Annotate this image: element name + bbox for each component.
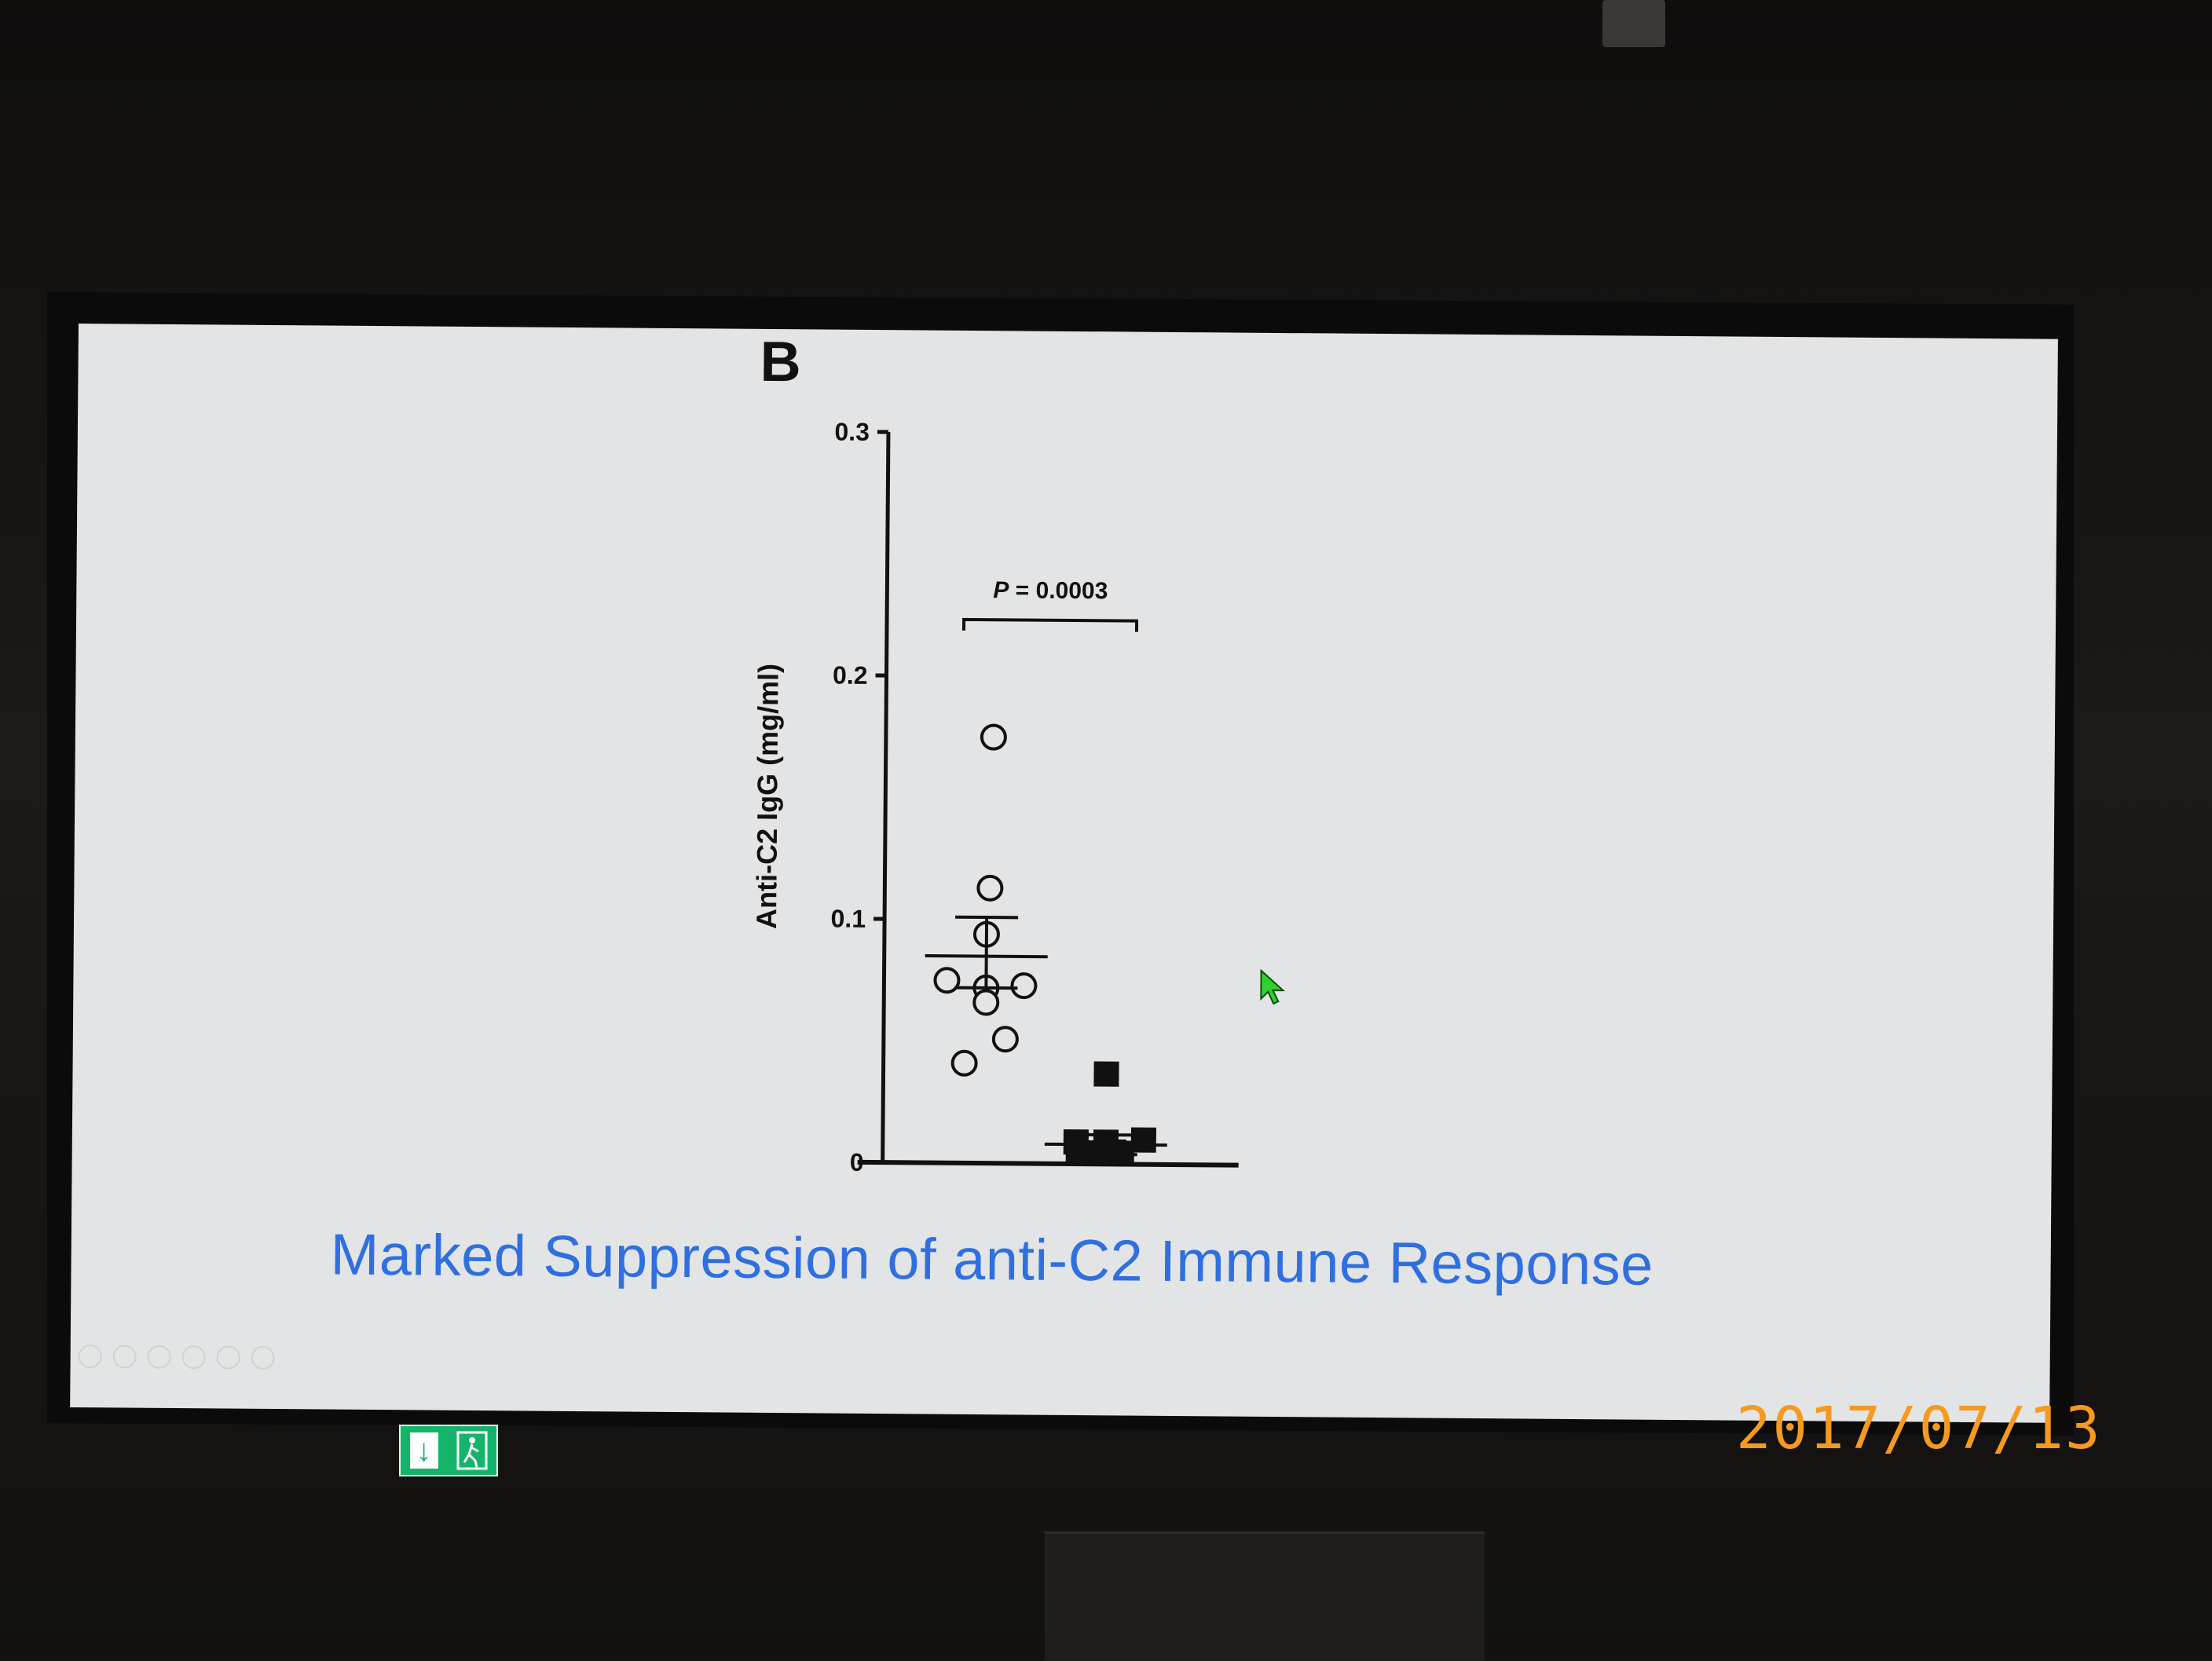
open-circle-point [1012,974,1035,997]
exit-person-icon [456,1431,488,1470]
p-value-text: = 0.0003 [1009,577,1108,604]
ceiling-light-fixture [1602,0,1665,47]
sem-bar [986,917,987,988]
sem-cap-lower [954,988,1017,989]
open-circle-point [978,876,1002,900]
filled-square-point [1093,1061,1119,1086]
sem-cap-upper [955,917,1018,918]
data-points [934,725,1159,1166]
next-slide-icon[interactable] [113,1345,137,1368]
open-circle-point [982,726,1005,749]
mouse-cursor-icon [1259,969,1286,1005]
presentation-toolbar[interactable] [79,1345,275,1370]
p-value-annotation: P = 0.0003 [993,577,1108,604]
open-circle-point [994,1027,1017,1051]
filled-square-point [1131,1128,1156,1153]
significance-bracket: P = 0.0003 [964,577,1137,632]
camera-date-stamp: 2017/07/13 [1736,1395,2102,1462]
panel-label: B [760,331,801,393]
y-axis-line [883,432,888,1162]
previous-slide-icon[interactable] [79,1345,102,1368]
sem-cap-lower [1075,1154,1137,1155]
p-symbol: P [993,577,1009,603]
open-circle-point [974,990,998,1014]
y-tick-label: 0 [850,1148,864,1176]
slides-grid-icon[interactable] [182,1345,206,1369]
emergency-exit-sign: ↓ [399,1425,498,1476]
more-options-icon[interactable] [251,1346,275,1370]
y-axis-label: Anti-C2 IgG (mg/ml) [750,664,785,929]
y-tick-label: 0.2 [833,661,868,690]
mean-sem-bars [924,916,1169,1154]
sem-cap-upper [1075,1135,1137,1136]
projected-slide: B 0 0.1 0.2 0.3 Anti-C2 IgG (mg/ml) P = 0.0… [70,324,2058,1423]
open-circle-point [953,1052,976,1075]
bracket-line [964,620,1137,632]
slide-title: Marked Suppression of anti-C2 Immune Res… [330,1221,1654,1298]
y-tick-label: 0.3 [834,418,870,446]
y-axis-ticks: 0 0.1 0.2 0.3 [829,418,888,1177]
pen-icon[interactable] [148,1345,171,1369]
zoom-icon[interactable] [217,1345,240,1369]
audience-vent [1045,1531,1485,1661]
y-tick-label: 0.1 [830,905,866,933]
x-axis-line [858,1162,1239,1165]
exit-arrow-icon: ↓ [410,1432,438,1469]
